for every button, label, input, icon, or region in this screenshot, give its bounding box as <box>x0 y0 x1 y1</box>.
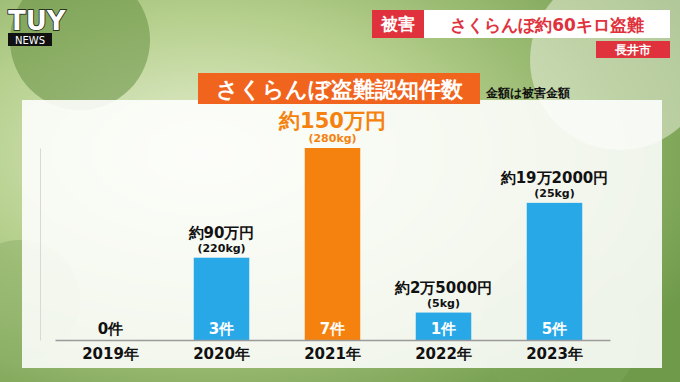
bar <box>527 203 583 340</box>
data-label: 0件 <box>98 320 123 338</box>
x-tick: 2020年 <box>193 340 250 363</box>
x-tick: 2023年 <box>526 340 583 363</box>
bar <box>194 258 250 340</box>
y-axis-line <box>40 149 41 341</box>
x-tick: 2022年 <box>415 340 472 363</box>
x-tick-label: 2021年 <box>304 345 361 363</box>
x-tick: 2021年 <box>304 340 361 363</box>
data-label: 7件 <box>320 320 345 338</box>
data-label: 1件 <box>431 320 456 338</box>
x-axis: 2019年 2020年 2021年 2022年 2023年 <box>56 340 611 363</box>
annotation-sub: (280kg) <box>308 132 356 145</box>
annotation-sub: (220kg) <box>197 242 245 255</box>
annotation-sub: (5kg) <box>427 297 460 310</box>
logo-text: TUY <box>8 6 67 36</box>
annotation: 約90万円 <box>188 224 255 242</box>
logo: TUYNEWS <box>8 6 67 46</box>
canvas: TUYNEWS 被害 さくらんぼ約60キロ盗難長井市さくらんぼ盗難認知件数 金額は被害… <box>0 0 680 382</box>
x-tick-label: 2019年 <box>82 345 139 363</box>
logo-sub: NEWS <box>15 35 45 46</box>
bar <box>416 313 472 340</box>
bar <box>305 148 361 340</box>
annotation: 約150万円 <box>278 109 386 133</box>
x-axis-line <box>56 340 611 342</box>
title-box <box>198 73 480 104</box>
subtitle: 金額は被害金額 <box>485 86 570 100</box>
annotation-sub: (25kg) <box>534 187 575 200</box>
headline-text: さくらんぼ約60キロ盗難 <box>450 15 644 35</box>
x-tick-label: 2020年 <box>193 345 250 363</box>
chart-panel <box>22 100 662 368</box>
logo-box <box>8 33 52 46</box>
location-box <box>596 41 670 58</box>
annotations: 約90万円(220kg) 約150万円(280kg) 約2万5000円(5kg) 約1… <box>188 109 609 310</box>
x-tick-label: 2023年 <box>526 345 583 363</box>
title: さくらんぼ盗難認知件数 <box>216 77 464 102</box>
location-text: 長井市 <box>614 43 651 57</box>
x-tick-label: 2022年 <box>415 345 472 363</box>
data-labels: 0件 3件 7件 1件 5件 <box>98 320 567 338</box>
headline-tag: 被害 <box>380 14 415 34</box>
headline: 被害 さくらんぼ約60キロ盗難長井市 <box>372 10 670 58</box>
data-label: 3件 <box>209 320 234 338</box>
annotation: 約19万2000円 <box>500 169 609 187</box>
y-axis <box>40 149 41 341</box>
headline-tag-box <box>372 10 424 38</box>
headline-box <box>424 10 670 38</box>
data-label: 5件 <box>542 320 567 338</box>
x-tick: 2019年 <box>82 340 139 363</box>
annotation: 約2万5000円 <box>394 279 492 297</box>
